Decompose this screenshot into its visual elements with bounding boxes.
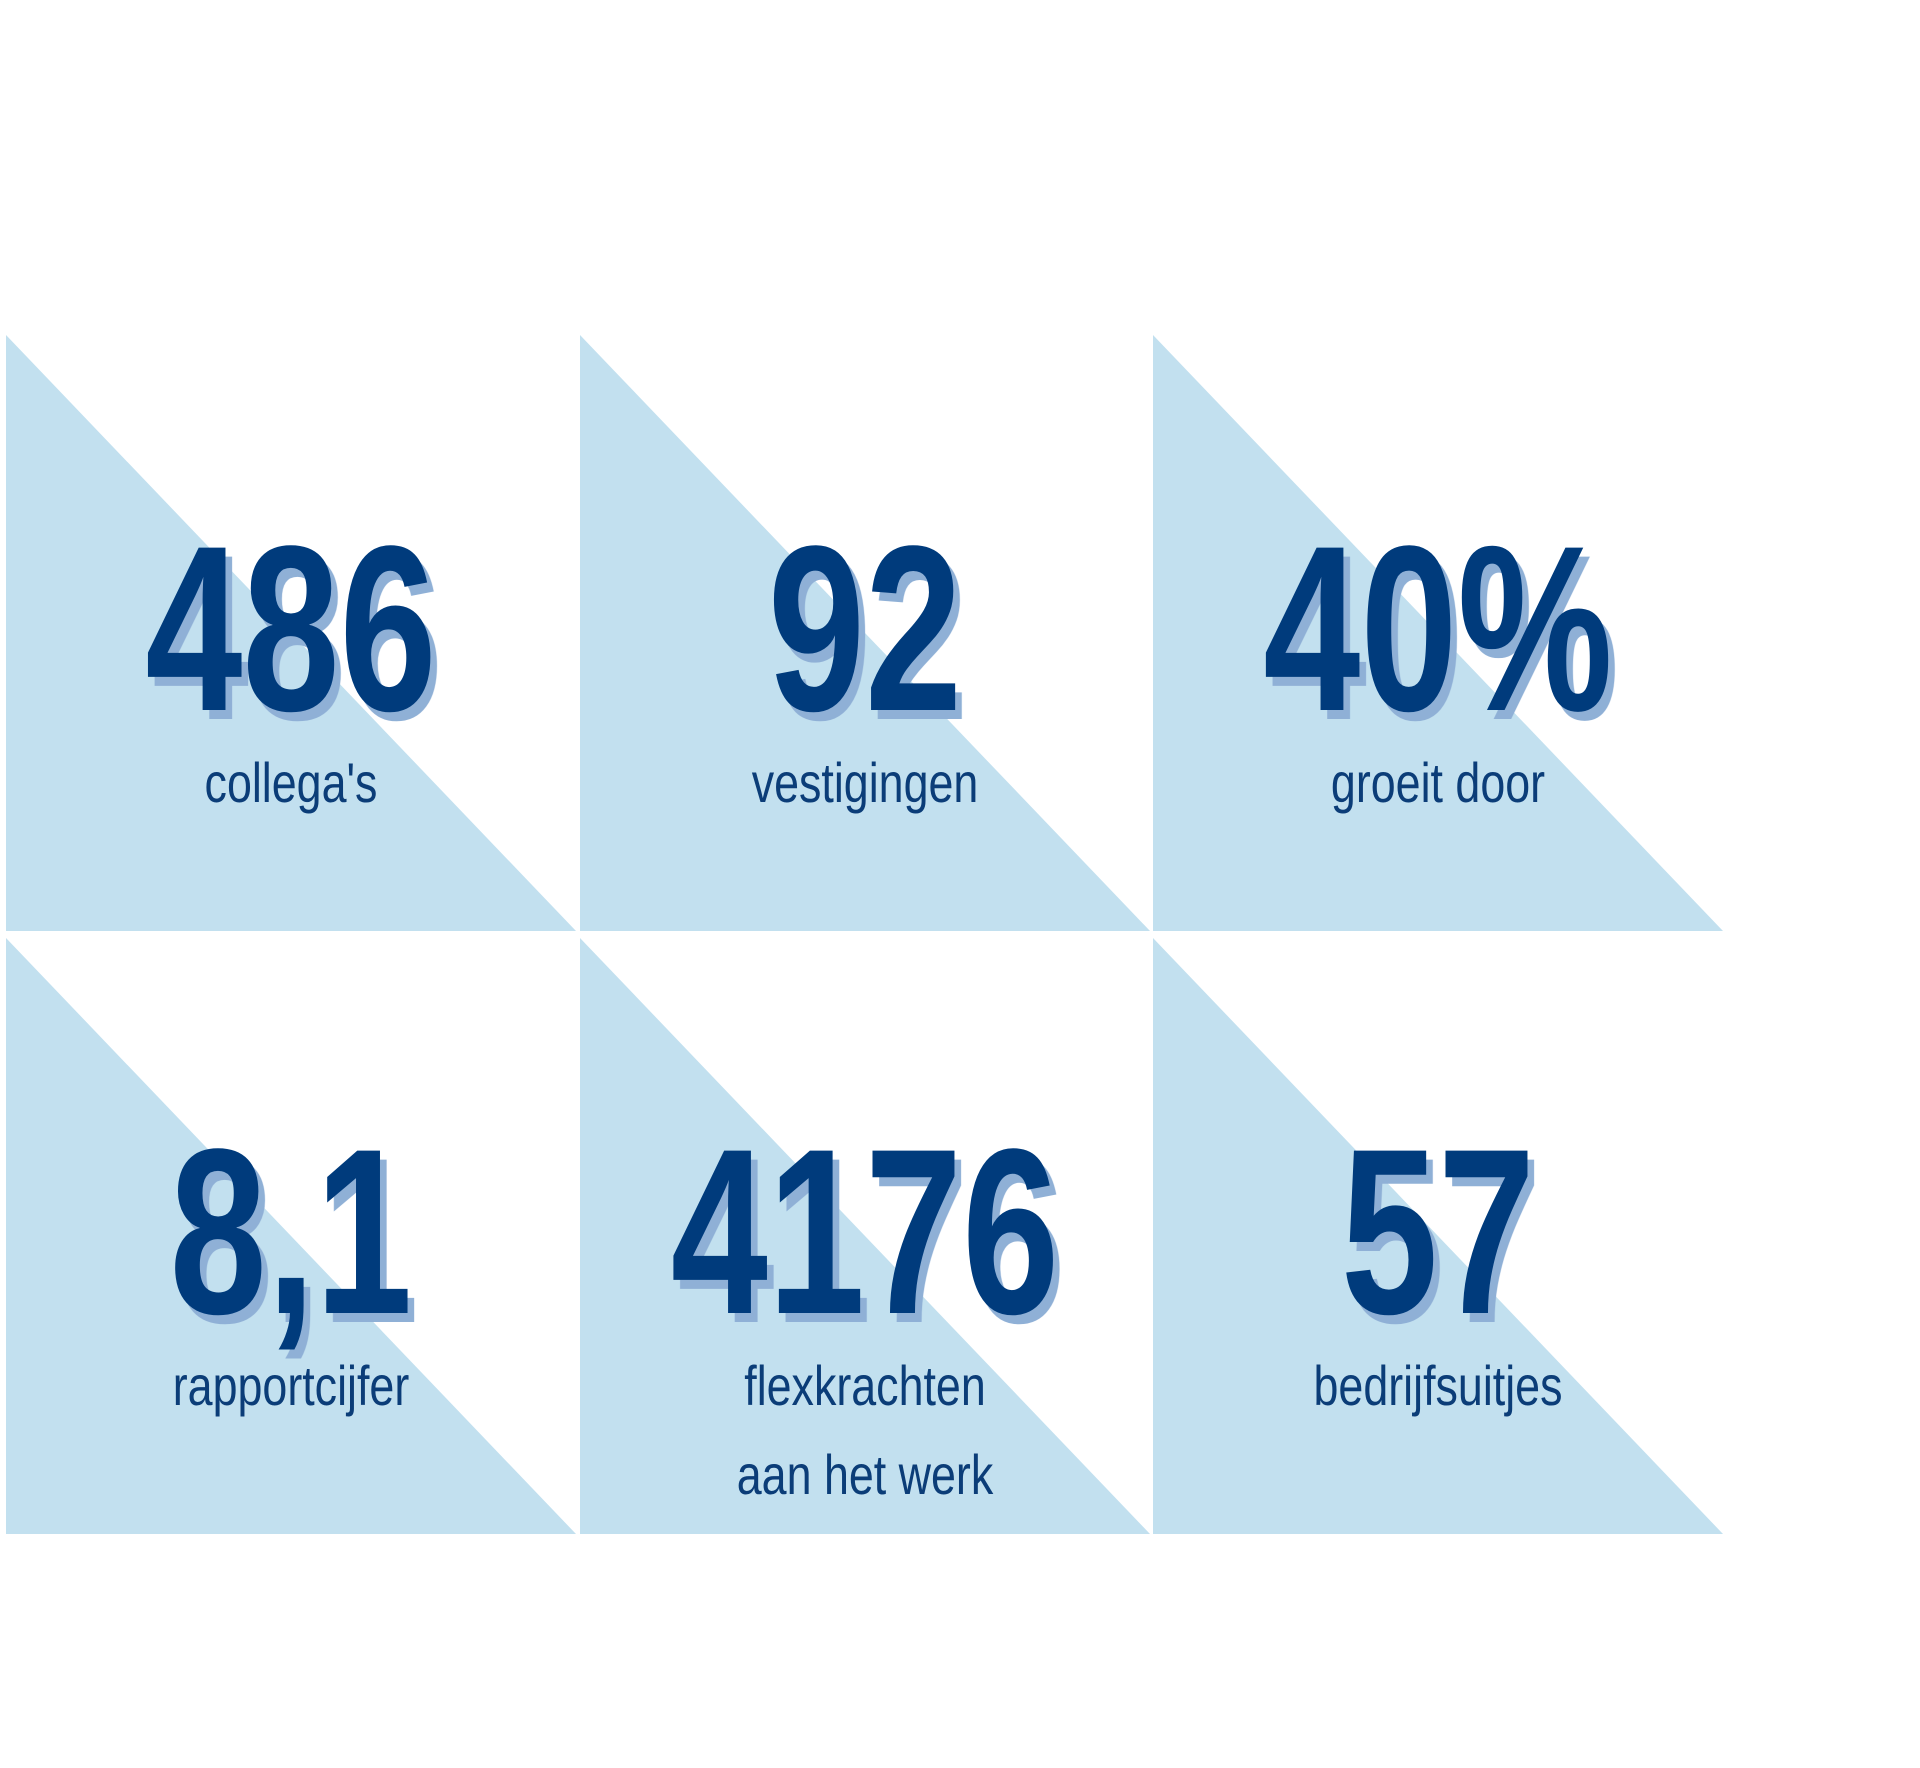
tile-triangle (6, 938, 576, 1534)
stat-label-group: flexkrachten (744, 1354, 986, 1417)
tile-triangle (1153, 938, 1723, 1534)
stat-label: groeit door (1331, 751, 1545, 814)
stat-label: aan het werk (737, 1443, 994, 1506)
stat-label: collega's (205, 751, 378, 814)
stat-number: 40% (1263, 496, 1613, 760)
stat-number-group: 57 (1341, 1099, 1535, 1363)
stat-number: 4176 (671, 1099, 1059, 1363)
stat-number: 486 (145, 496, 436, 760)
stat-label: vestigingen (752, 751, 979, 814)
stat-number: 8,1 (170, 1099, 413, 1363)
stat-label-group: vestigingen (752, 751, 979, 814)
stat-number-group: 40% (1263, 496, 1613, 760)
tile-triangle (580, 335, 1150, 931)
stat-label: bedrijfsuitjes (1314, 1354, 1563, 1417)
stat-label-group: aan het werk (737, 1443, 994, 1506)
stat-tile: 40%groeit door (1153, 335, 1723, 931)
stat-label: flexkrachten (744, 1354, 986, 1417)
stat-number-group: 92 (768, 496, 962, 760)
stat-label-group: groeit door (1331, 751, 1545, 814)
tile-triangle (6, 335, 576, 931)
stat-number-group: 8,1 (170, 1099, 413, 1363)
tile-triangle (580, 938, 1150, 1534)
stat-number-group: 4176 (671, 1099, 1059, 1363)
tile-triangle (1153, 335, 1723, 931)
stat-number: 57 (1341, 1099, 1535, 1363)
stat-number: 92 (768, 496, 962, 760)
stat-label-group: rapportcijfer (173, 1354, 410, 1417)
stat-label-group: collega's (205, 751, 378, 814)
stat-number-group: 486 (145, 496, 436, 760)
stat-label-group: bedrijfsuitjes (1314, 1354, 1563, 1417)
stat-label: rapportcijfer (173, 1354, 410, 1417)
